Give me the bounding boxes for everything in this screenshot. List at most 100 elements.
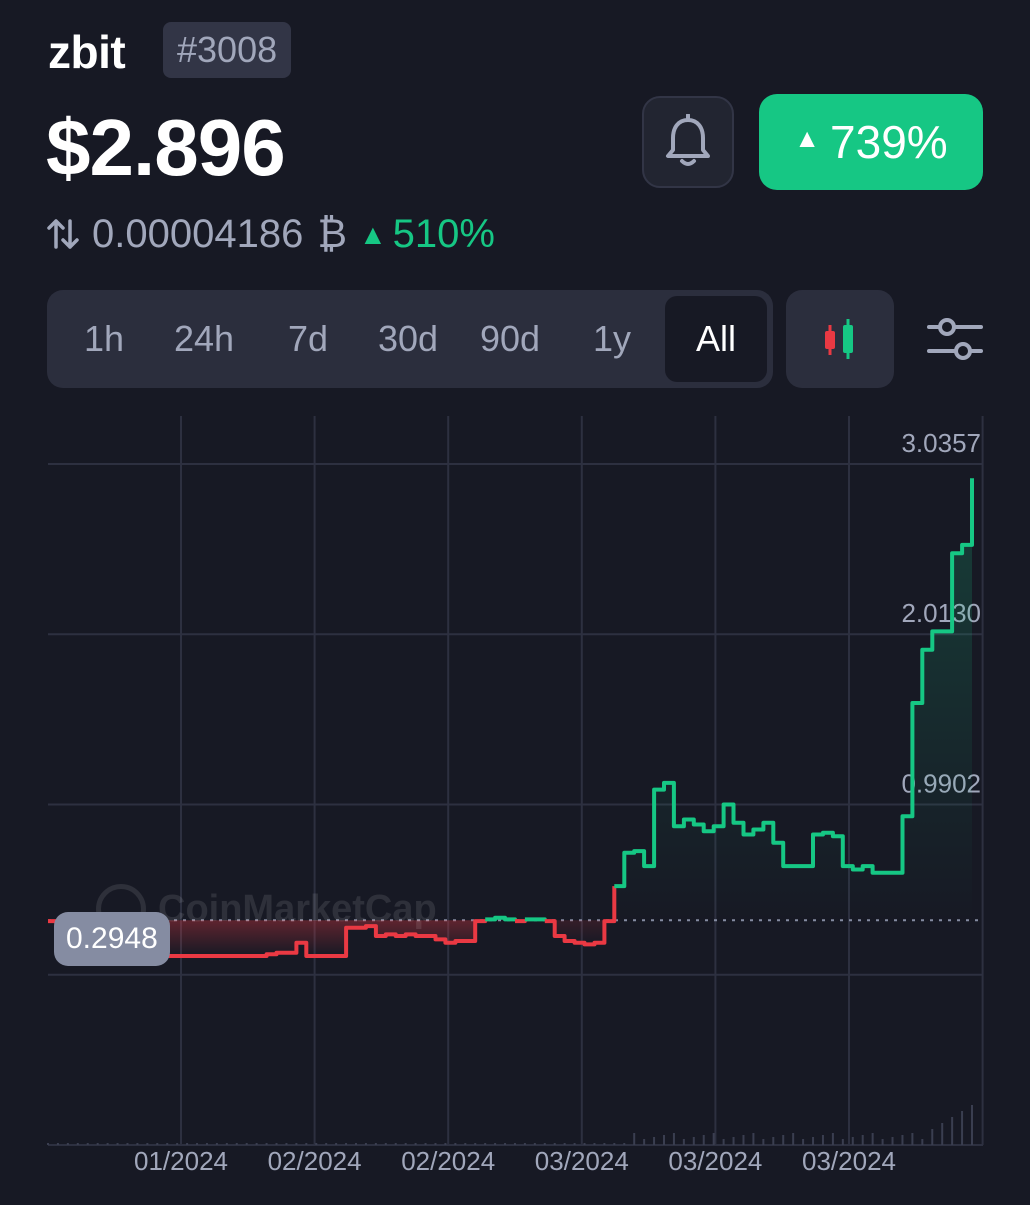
volume-bar bbox=[96, 1143, 99, 1145]
volume-bar bbox=[66, 1143, 69, 1145]
price-line-down bbox=[544, 886, 617, 947]
volume-bar bbox=[881, 1139, 884, 1145]
coin-name: zbit bbox=[48, 26, 126, 78]
volume-bar bbox=[464, 1143, 467, 1145]
volume-bar bbox=[355, 1143, 357, 1145]
volume-bar bbox=[533, 1143, 536, 1145]
volume-bar bbox=[971, 1105, 973, 1145]
price-change-badge[interactable]: ▲ 739% bbox=[759, 94, 983, 190]
range-option-all[interactable]: All bbox=[665, 296, 767, 382]
volume-bar bbox=[414, 1143, 417, 1145]
volume-bar bbox=[404, 1143, 407, 1145]
volume-bar bbox=[325, 1143, 328, 1145]
price-alert-button[interactable] bbox=[642, 96, 734, 188]
volume-bar bbox=[682, 1139, 685, 1145]
x-axis-label: 03/2024 bbox=[668, 1146, 762, 1176]
volume-bar bbox=[672, 1133, 675, 1145]
volume-bar bbox=[792, 1133, 795, 1145]
volume-bar bbox=[146, 1143, 149, 1145]
volume-bar bbox=[752, 1133, 755, 1145]
volume-bar bbox=[166, 1143, 169, 1145]
x-axis-label: 02/2024 bbox=[401, 1146, 495, 1176]
volume-bar bbox=[951, 1117, 954, 1145]
volume-bar bbox=[275, 1143, 278, 1145]
volume-bar bbox=[851, 1137, 854, 1145]
volume-bar bbox=[374, 1143, 377, 1145]
x-axis-label: 01/2024 bbox=[134, 1146, 228, 1176]
y-axis-label: 3.0357 bbox=[901, 428, 981, 458]
volume-bar bbox=[732, 1137, 735, 1145]
coin-price: $2.896 bbox=[46, 103, 286, 192]
caret-up-icon: ▲ bbox=[794, 122, 821, 153]
volume-bar bbox=[802, 1139, 805, 1145]
volume-bar bbox=[762, 1139, 765, 1145]
price-line-down bbox=[515, 919, 527, 924]
btc-symbol: ₿ bbox=[317, 211, 347, 256]
sliders-icon bbox=[927, 318, 983, 360]
volume-bar bbox=[871, 1133, 874, 1145]
start-price-tag: 0.2948 bbox=[54, 912, 170, 966]
volume-bar bbox=[126, 1143, 129, 1145]
range-option-7d[interactable]: 7d bbox=[287, 318, 329, 359]
volume-bar bbox=[722, 1139, 725, 1145]
candlestick-icon bbox=[825, 319, 853, 359]
range-option-30d[interactable]: 30d bbox=[377, 318, 439, 359]
watermark-text: CoinMarketCap bbox=[158, 887, 437, 930]
volume-bar bbox=[186, 1143, 189, 1145]
range-option-1y[interactable]: 1y bbox=[592, 318, 632, 359]
volume-bar bbox=[225, 1143, 228, 1145]
volume-bar bbox=[812, 1137, 815, 1145]
volume-bar bbox=[295, 1143, 298, 1145]
volume-bar bbox=[47, 1143, 49, 1145]
price-line-up bbox=[614, 478, 974, 889]
chart-settings-button[interactable] bbox=[920, 304, 990, 374]
volume-bar bbox=[653, 1137, 656, 1145]
volume-bar bbox=[921, 1139, 924, 1145]
volume-bar bbox=[583, 1143, 586, 1145]
range-option-1h[interactable]: 1h bbox=[83, 318, 125, 359]
time-range-selector: 1h 24h 7d 30d 90d 1y All bbox=[47, 290, 773, 388]
volume-bar bbox=[772, 1137, 775, 1145]
volume-bar bbox=[434, 1143, 437, 1145]
range-option-90d[interactable]: 90d bbox=[479, 318, 541, 359]
volume-bar bbox=[643, 1139, 646, 1145]
volume-bar bbox=[911, 1133, 914, 1145]
volume-bar bbox=[76, 1143, 79, 1145]
volume-bar bbox=[543, 1143, 546, 1145]
volume-bar bbox=[523, 1143, 526, 1145]
volume-bar bbox=[841, 1139, 844, 1145]
volume-bar bbox=[692, 1137, 695, 1145]
volume-bar bbox=[345, 1143, 348, 1145]
volume-bar bbox=[702, 1135, 705, 1145]
volume-bar bbox=[205, 1143, 208, 1145]
volume-bar bbox=[136, 1143, 139, 1145]
volume-bar bbox=[56, 1143, 59, 1145]
bell-icon bbox=[666, 114, 710, 166]
price-chart[interactable]: 3.03572.01300.990201/202402/202402/20240… bbox=[0, 400, 1030, 1200]
range-option-24h[interactable]: 24h bbox=[173, 318, 235, 359]
price-area-up bbox=[614, 478, 972, 921]
volume-bar bbox=[474, 1143, 477, 1145]
x-axis-label: 03/2024 bbox=[802, 1146, 896, 1176]
volume-bar bbox=[663, 1135, 665, 1145]
volume-bar bbox=[513, 1143, 516, 1145]
volume-bar bbox=[961, 1111, 964, 1145]
volume-bar bbox=[245, 1143, 248, 1145]
coinmarketcap-watermark: CoinMarketCap bbox=[96, 884, 437, 934]
btc-price-row: 0.00004186 ₿ ▲ 510% bbox=[46, 208, 495, 260]
volume-bar bbox=[305, 1143, 308, 1145]
volume-bar bbox=[176, 1143, 179, 1145]
volume-bar bbox=[484, 1143, 487, 1145]
volume-bar bbox=[235, 1143, 238, 1145]
volume-bar bbox=[265, 1143, 268, 1145]
volume-bar bbox=[831, 1133, 834, 1145]
volume-bar bbox=[931, 1129, 934, 1145]
volume-bar bbox=[821, 1135, 824, 1145]
volume-bar bbox=[553, 1143, 556, 1145]
chart-type-button[interactable] bbox=[786, 290, 894, 388]
volume-bar bbox=[335, 1143, 338, 1145]
price-change-value: 739% bbox=[830, 116, 948, 168]
volume-bar bbox=[742, 1135, 745, 1145]
volume-bar bbox=[941, 1123, 944, 1145]
x-axis-label: 02/2024 bbox=[268, 1146, 362, 1176]
